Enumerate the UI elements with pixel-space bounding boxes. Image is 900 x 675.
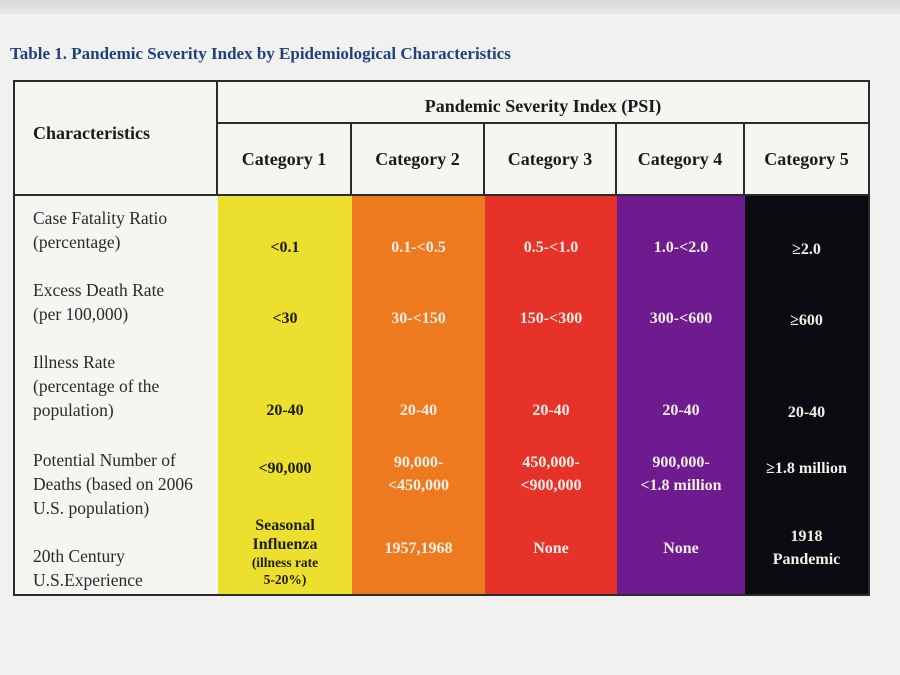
- characteristics-header: Characteristics: [15, 82, 218, 196]
- row-label-potential-deaths: Potential Number of Deaths (based on 200…: [33, 448, 193, 520]
- cell-exp-cat3: None: [533, 539, 569, 557]
- category-4-header: Category 4: [617, 124, 745, 196]
- psi-header: Pandemic Severity Index (PSI): [218, 82, 868, 124]
- monitor-bezel: [0, 0, 900, 14]
- cell-ir-cat2: 20-40: [399, 401, 438, 419]
- category-1-column: [218, 196, 352, 594]
- row-label-illness-rate: Illness Rate (percentage of the populati…: [33, 350, 159, 422]
- cell-ir-cat5: 20-40: [787, 403, 826, 421]
- row-label-line: U.S.Experience: [33, 570, 143, 590]
- row-label-line: 20th Century: [33, 544, 143, 568]
- row-label-line: (percentage of the: [33, 376, 160, 396]
- cell-pnd-cat4: 900,000- <1.8 million: [640, 454, 722, 494]
- category-3-column: [485, 196, 617, 594]
- row-label-line: Case Fatality Ratio: [33, 208, 168, 228]
- row-label-line: U.S. population): [33, 498, 150, 518]
- row-label-line: Excess Death Rate: [33, 280, 165, 300]
- category-5-header: Category 5: [745, 124, 868, 196]
- cell-cfr-cat2: 0.1-<0.5: [391, 238, 446, 256]
- cell-exp-cat4: None: [663, 539, 699, 557]
- cell-cfr-cat1: <0.1: [270, 238, 300, 256]
- category-5-column: [745, 196, 868, 594]
- cell-exp-cat1: Seasonal Influenza (illness rate 5-20%): [218, 512, 352, 592]
- category-1-header: Category 1: [218, 124, 352, 196]
- cell-pnd-cat1: <90,000: [258, 459, 312, 477]
- psi-table: Characteristics Pandemic Severity Index …: [13, 80, 870, 596]
- cell-edr-cat3: 150-<300: [519, 309, 583, 327]
- row-label-case-fatality: Case Fatality Ratio (percentage): [33, 206, 167, 254]
- row-label-excess-death: Excess Death Rate (per 100,000): [33, 278, 164, 326]
- cell-cfr-cat5: ≥2.0: [792, 240, 821, 258]
- cell-exp-cat5: 1918 Pandemic: [772, 528, 841, 568]
- cell-edr-cat1: <30: [272, 309, 298, 327]
- row-label-line: Potential Number of: [33, 450, 176, 470]
- category-3-header: Category 3: [485, 124, 617, 196]
- category-4-column: [617, 196, 745, 594]
- seasonal-influenza-note: (illness rate 5-20%): [251, 555, 319, 587]
- row-label-line: population): [33, 400, 114, 420]
- row-label-20th-century: 20th Century U.S.Experience: [33, 544, 143, 592]
- seasonal-influenza-label: Seasonal Influenza: [252, 517, 318, 553]
- cell-pnd-cat3: 450,000- <900,000: [520, 454, 582, 494]
- row-label-line: (percentage): [33, 232, 121, 252]
- row-label-text: 20th Century: [33, 546, 125, 566]
- row-label-line: Illness Rate: [33, 352, 116, 372]
- cell-cfr-cat4: 1.0-<2.0: [653, 238, 709, 256]
- cell-exp-cat2: 1957,1968: [384, 539, 453, 557]
- cell-edr-cat5: ≥600: [790, 311, 823, 329]
- cell-ir-cat1: 20-40: [266, 401, 304, 419]
- cell-pnd-cat5: ≥1.8 million: [766, 459, 847, 477]
- row-label-line: Deaths (based on 2006: [33, 474, 193, 494]
- cell-ir-cat3: 20-40: [532, 401, 570, 419]
- category-2-column: [352, 196, 485, 594]
- cell-pnd-cat2: 90,000- <450,000: [387, 454, 450, 494]
- cell-edr-cat4: 300-<600: [649, 309, 713, 327]
- row-label-line: (per 100,000): [33, 304, 129, 324]
- cell-ir-cat4: 20-40: [662, 401, 700, 419]
- category-2-header: Category 2: [352, 124, 485, 196]
- cell-edr-cat2: 30-<150: [391, 309, 446, 327]
- cell-cfr-cat3: 0.5-<1.0: [523, 238, 579, 256]
- table-caption: Table 1. Pandemic Severity Index by Epid…: [10, 44, 511, 63]
